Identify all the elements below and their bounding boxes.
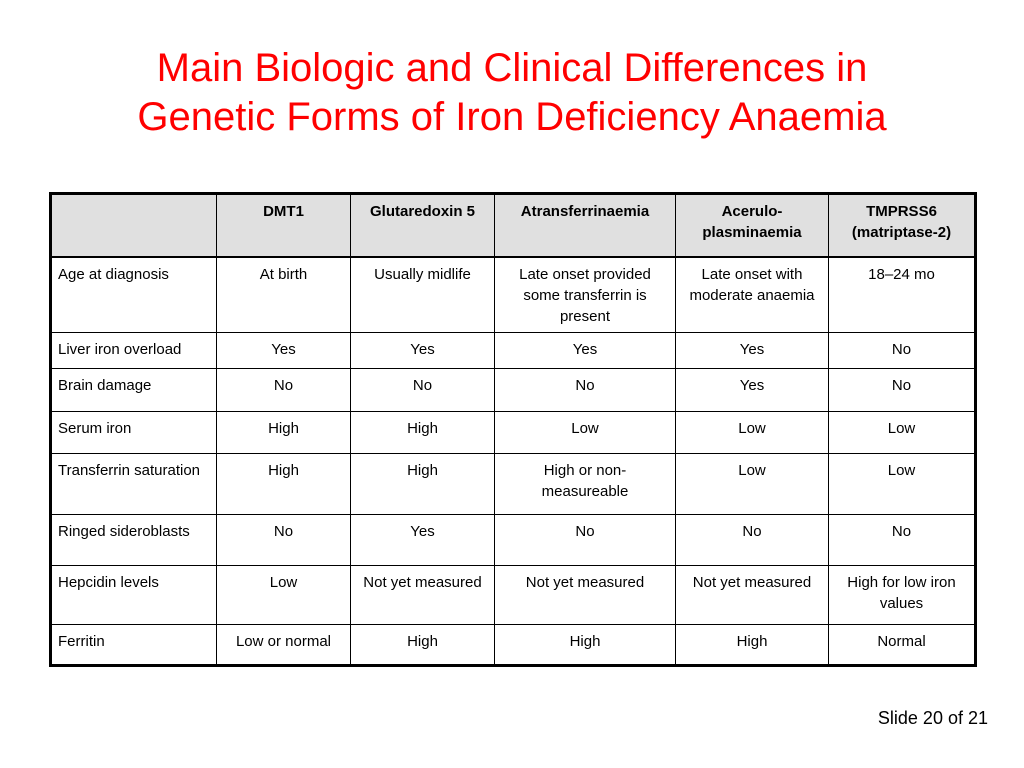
table-cell: Not yet measured — [675, 565, 829, 625]
row-label: Brain damage — [50, 368, 217, 412]
comparison-table: DMT1 Glutaredoxin 5 Atransferrinaemia Ac… — [49, 192, 977, 667]
table-cell: Low — [675, 453, 829, 515]
row-label: Transferrin saturation — [50, 453, 217, 515]
table-cell: No — [494, 514, 676, 566]
table-row: Age at diagnosis At birth Usually midlif… — [50, 256, 976, 333]
table-cell: Low — [675, 411, 829, 454]
table-cell: Low — [828, 411, 976, 454]
table-cell: High — [350, 453, 495, 515]
table-cell: Usually midlife — [350, 256, 495, 333]
slide-title-line-2: Genetic Forms of Iron Deficiency Anaemia — [137, 95, 887, 139]
table-cell: Not yet measured — [494, 565, 676, 625]
table-cell: At birth — [216, 256, 351, 333]
table-cell: Yes — [675, 368, 829, 412]
table-cell: Low — [494, 411, 676, 454]
table-cell: No — [675, 514, 829, 566]
table-cell: High — [494, 624, 676, 666]
row-label: Serum iron — [50, 411, 217, 454]
table-cell: High — [216, 411, 351, 454]
table-cell: High for low iron values — [828, 565, 976, 625]
table-row: Ferritin Low or normal High High High No… — [50, 624, 976, 666]
table-cell: Yes — [675, 332, 829, 369]
table-cell: High — [350, 411, 495, 454]
table-cell: No — [828, 368, 976, 412]
table-row: Brain damage No No No Yes No — [50, 368, 976, 412]
slide-number: Slide 20 of 21 — [877, 708, 988, 728]
table-row: Transferrin saturation High High High or… — [50, 453, 976, 515]
table-cell: High — [675, 624, 829, 666]
table-cell: Late onset provided some transferrin is … — [494, 256, 676, 333]
table-cell: Late onset with moderate anaemia — [675, 256, 829, 333]
table-cell: Low or normal — [216, 624, 351, 666]
table-cell: Normal — [828, 624, 976, 666]
table-cell: High — [216, 453, 351, 515]
table-row: Serum iron High High Low Low Low — [50, 411, 976, 454]
table-header-aceruloplasminaemia: Acerulo-plasminaemia — [675, 193, 829, 258]
table-cell: High — [350, 624, 495, 666]
table-header-dmt1: DMT1 — [216, 193, 351, 258]
table-header-tmprss6: TMPRSS6 (matriptase-2) — [828, 193, 976, 258]
table-cell: No — [350, 368, 495, 412]
row-label: Ferritin — [50, 624, 217, 666]
table-cell: 18–24 mo — [828, 256, 976, 333]
table-cell: No — [494, 368, 676, 412]
table-header-corner — [50, 193, 217, 258]
row-label: Age at diagnosis — [50, 256, 217, 333]
table-cell: Yes — [494, 332, 676, 369]
table-header-atransferrinaemia: Atransferrinaemia — [494, 193, 676, 258]
table-cell: Yes — [350, 514, 495, 566]
table-cell: No — [828, 332, 976, 369]
table-row: Liver iron overload Yes Yes Yes Yes No — [50, 332, 976, 369]
table-cell: Yes — [350, 332, 495, 369]
table-header-glutaredoxin5: Glutaredoxin 5 — [350, 193, 495, 258]
row-label: Hepcidin levels — [50, 565, 217, 625]
table-cell: High or non-measureable — [494, 453, 676, 515]
table-cell: No — [216, 514, 351, 566]
table-cell: No — [828, 514, 976, 566]
table-cell: Low — [828, 453, 976, 515]
table-row: Hepcidin levels Low Not yet measured Not… — [50, 565, 976, 625]
table-row: Ringed sideroblasts No Yes No No No — [50, 514, 976, 566]
slide-title-line-1: Main Biologic and Clinical Differences i… — [156, 46, 868, 90]
row-label: Liver iron overload — [50, 332, 217, 369]
table-cell: Low — [216, 565, 351, 625]
row-label: Ringed sideroblasts — [50, 514, 217, 566]
table-cell: Yes — [216, 332, 351, 369]
table-cell: No — [216, 368, 351, 412]
table-header-row: DMT1 Glutaredoxin 5 Atransferrinaemia Ac… — [50, 193, 976, 258]
slide-title: Main Biologic and Clinical Differences i… — [0, 44, 1024, 142]
table-cell: Not yet measured — [350, 565, 495, 625]
